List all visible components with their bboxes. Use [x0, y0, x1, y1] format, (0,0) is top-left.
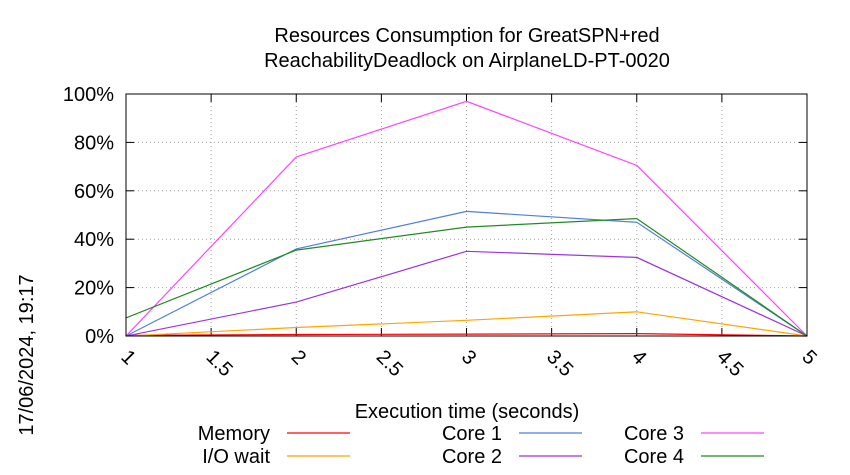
series-line-core-2 — [125, 250, 808, 337]
x-tick-labels: 1 1.5 2 2.5 3 3.5 4 4.5 5 — [116, 346, 820, 381]
legend-label: Core 1 — [442, 423, 502, 445]
grid — [125, 93, 808, 337]
series-line-core-1 — [125, 210, 808, 337]
x-tick-label: 4.5 — [712, 346, 747, 381]
chart-title-line1: Resources Consumption for GreatSPN+red — [274, 25, 659, 47]
timestamp-label: 17/06/2024, 19:17 — [16, 274, 38, 435]
plot-frame — [125, 93, 808, 337]
x-axis-label: Execution time (seconds) — [355, 401, 580, 423]
x-tick-label: 3.5 — [542, 346, 577, 381]
x-tick-label: 2 — [287, 346, 310, 369]
series-line-core-4 — [125, 217, 808, 337]
legend-label: Core 2 — [442, 446, 502, 468]
legend-label: I/O wait — [202, 446, 270, 468]
legend-label: Core 4 — [624, 446, 684, 468]
y-tick-label: 60% — [74, 181, 114, 203]
y-tick-label: 40% — [74, 229, 114, 251]
series-line-i-o-wait — [125, 311, 808, 337]
x-tick-label: 1.5 — [202, 346, 237, 381]
legend-label: Memory — [198, 423, 270, 445]
x-tick-label: 1 — [116, 346, 139, 369]
y-tick-label: 20% — [74, 278, 114, 300]
chart-title-line2: ReachabilityDeadlock on AirplaneLD-PT-00… — [264, 50, 670, 72]
x-tick-label: 5 — [797, 346, 820, 369]
x-tick-label: 2.5 — [372, 346, 407, 381]
series-line-core-3 — [125, 100, 808, 337]
x-tick-label: 4 — [627, 346, 650, 369]
x-tick-label: 3 — [457, 346, 480, 369]
series-lines — [125, 100, 808, 337]
legend-label: Core 3 — [624, 423, 684, 445]
y-tick-label: 100% — [63, 84, 114, 106]
y-tick-label: 0% — [85, 326, 114, 348]
y-tick-labels: 0% 20% 40% 60% 80% 100% — [63, 84, 114, 348]
series-line-memory — [125, 332, 808, 337]
y-tick-label: 80% — [74, 132, 114, 154]
